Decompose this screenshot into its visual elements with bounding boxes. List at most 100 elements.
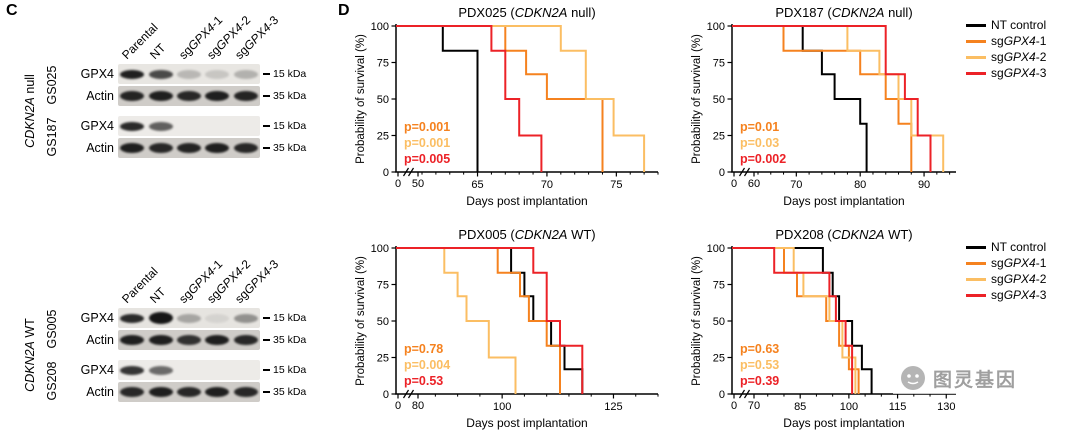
- svg-text:0: 0: [383, 389, 389, 401]
- km-chart-pdx025: PDX025 (CDKN2A null) 0 25 50 75 100 Probabilit…: [352, 2, 670, 212]
- protein-band: [177, 91, 201, 101]
- svg-text:50: 50: [713, 316, 725, 328]
- legend-item: sg GPX4 -3: [966, 66, 1046, 80]
- protein-band: [205, 143, 230, 153]
- text-part: WT): [884, 227, 913, 242]
- svg-text:0: 0: [719, 389, 725, 401]
- protein-band: [233, 335, 258, 345]
- p-values: p=0.01 p=0.03 p=0.002: [740, 119, 786, 167]
- protein-band: [148, 387, 173, 397]
- svg-text:130: 130: [937, 401, 955, 413]
- svg-text:75: 75: [377, 279, 389, 291]
- gene-name: CDKN2A: [23, 341, 37, 392]
- p-value: p=0.002: [740, 152, 787, 166]
- marker-label: 35 kDa: [273, 334, 307, 346]
- cell-line-label: GS025: [45, 65, 59, 105]
- text-part: NT: [147, 40, 169, 62]
- text-part: null: [23, 74, 37, 98]
- protein-label: Actin: [86, 385, 114, 399]
- protein-band: [205, 387, 230, 397]
- text-part: sg: [991, 272, 1004, 286]
- legend-color-swatch: [966, 71, 986, 75]
- protein-band: [148, 143, 173, 153]
- svg-text:70: 70: [541, 179, 553, 191]
- gene-name: CDKN2A: [831, 5, 885, 20]
- chart-title: PDX187 (CDKN2A null): [732, 5, 956, 20]
- text-part: PDX025 (: [458, 5, 515, 20]
- text-part: PDX187 (: [775, 5, 832, 20]
- p-value: p=0.001: [404, 136, 451, 150]
- cell-line-label: GS005: [45, 309, 59, 349]
- svg-text:Probability of survival (%): Probability of survival (%): [691, 256, 703, 386]
- cell-line-label: GS208: [45, 361, 59, 401]
- p-values: p=0.63 p=0.53 p=0.39: [740, 341, 779, 389]
- svg-text:100: 100: [371, 243, 389, 255]
- svg-text:25: 25: [713, 130, 725, 142]
- marker-tick: [263, 369, 270, 371]
- text-part: WT: [23, 318, 37, 342]
- blot-GS005-GPX4: [118, 308, 260, 328]
- lane-label: NT: [147, 40, 169, 62]
- kda-marker: 15 kDa: [263, 120, 306, 132]
- svg-text:Probability of survival (%): Probability of survival (%): [355, 256, 367, 386]
- svg-text:70: 70: [790, 179, 802, 191]
- panel-d-label: D: [338, 2, 350, 19]
- legend-item: NT control: [966, 18, 1046, 32]
- text-part: NT control: [991, 240, 1047, 254]
- gene-name: CDKN2A: [514, 5, 568, 20]
- text-part: sg: [991, 66, 1004, 80]
- svg-text:75: 75: [610, 179, 622, 191]
- protein-label: GPX4: [80, 67, 114, 81]
- protein-band: [177, 387, 201, 397]
- p-value: p=0.01: [740, 120, 780, 134]
- chart-svg: 0 25 50 75 100 Probability of survival (%) Day…: [691, 243, 956, 430]
- svg-text:Days post implantation: Days post implantation: [783, 416, 904, 430]
- legend-item: sg GPX4 -3: [966, 288, 1046, 302]
- marker-label: 15 kDa: [273, 364, 307, 376]
- legend-color-swatch: [966, 23, 986, 27]
- svg-text:115: 115: [889, 401, 907, 413]
- protein-band: [233, 387, 258, 397]
- svg-text:Days post implantation: Days post implantation: [466, 194, 587, 208]
- kda-marker: 15 kDa: [263, 364, 306, 376]
- group-label: CDKN2A WT: [23, 318, 37, 392]
- protein-band: [205, 91, 230, 101]
- text-part: -3: [1035, 288, 1047, 302]
- kda-marker: 35 kDa: [263, 334, 306, 346]
- text-part: sg: [991, 34, 1004, 48]
- svg-text:0: 0: [395, 400, 401, 412]
- blot-GS005-Actin: [118, 330, 260, 350]
- protein-band: [233, 91, 258, 101]
- svg-text:65: 65: [471, 179, 483, 191]
- gene-name: GPX4: [1003, 66, 1036, 80]
- p-value: p=0.001: [404, 120, 451, 134]
- chart-svg: 0 25 50 75 100 Probability of survival (%) Day…: [355, 243, 659, 430]
- legend-color-swatch: [966, 39, 986, 43]
- svg-text:70: 70: [748, 400, 760, 412]
- kda-marker: 35 kDa: [263, 90, 306, 102]
- protein-band: [233, 143, 258, 153]
- svg-text:Days post implantation: Days post implantation: [783, 194, 904, 208]
- svg-text:Days post implantation: Days post implantation: [466, 416, 587, 430]
- p-values: p=0.001 p=0.001 p=0.005: [404, 119, 450, 167]
- p-value: p=0.53: [404, 374, 444, 388]
- km-chart-pdx005: PDX005 (CDKN2A WT) 0 25 50 75 100 Probability …: [352, 224, 670, 434]
- blot-GS025-GPX4: [118, 64, 260, 84]
- chart-legend: NT control sg GPX4 -1 sg GPX4 -2 sg GPX4 -3: [966, 18, 1046, 80]
- text-part: sg: [991, 50, 1004, 64]
- text-part: NT: [147, 284, 169, 306]
- svg-text:0: 0: [719, 167, 725, 179]
- protein-band: [205, 69, 230, 79]
- svg-text:90: 90: [918, 179, 930, 191]
- text-part: -3: [1035, 66, 1047, 80]
- protein-band: [233, 69, 258, 79]
- marker-tick: [263, 317, 270, 319]
- text-part: null): [567, 5, 596, 20]
- protein-band: [177, 69, 201, 79]
- marker-tick: [263, 125, 270, 127]
- text-part: WT): [567, 227, 596, 242]
- blot-GS187-GPX4: [118, 116, 260, 136]
- marker-tick: [263, 95, 270, 97]
- protein-band: [177, 335, 201, 345]
